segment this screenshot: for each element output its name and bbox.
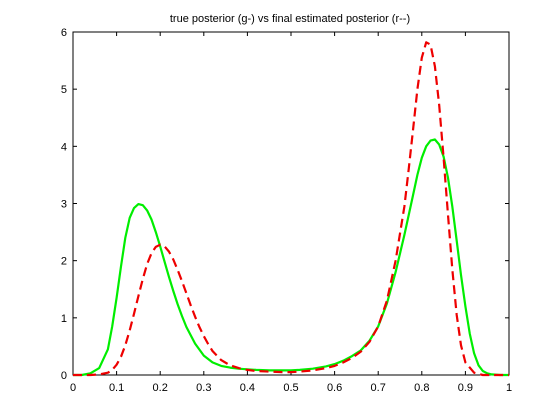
x-tick-label: 0.1 xyxy=(109,382,124,394)
x-tick-label: 0.2 xyxy=(153,382,168,394)
chart-title: true posterior (g-) vs final estimated p… xyxy=(170,13,410,25)
y-tick-label: 0 xyxy=(61,370,67,382)
x-tick-label: 0.3 xyxy=(196,382,211,394)
y-tick-label: 1 xyxy=(61,313,67,325)
y-tick-label: 4 xyxy=(61,141,67,153)
y-tick-label: 6 xyxy=(61,27,67,39)
x-tick-label: 0.6 xyxy=(327,382,342,394)
y-tick-label: 2 xyxy=(61,256,67,268)
x-tick-label: 0.5 xyxy=(283,382,298,394)
x-tick-label: 0.9 xyxy=(458,382,473,394)
x-tick-label: 0 xyxy=(70,382,76,394)
y-tick-label: 5 xyxy=(61,84,67,96)
x-tick-label: 0.7 xyxy=(371,382,386,394)
x-tick-label: 1 xyxy=(506,382,512,394)
x-tick-label: 0.4 xyxy=(240,382,255,394)
x-tick-label: 0.8 xyxy=(414,382,429,394)
y-tick-label: 3 xyxy=(61,199,67,211)
